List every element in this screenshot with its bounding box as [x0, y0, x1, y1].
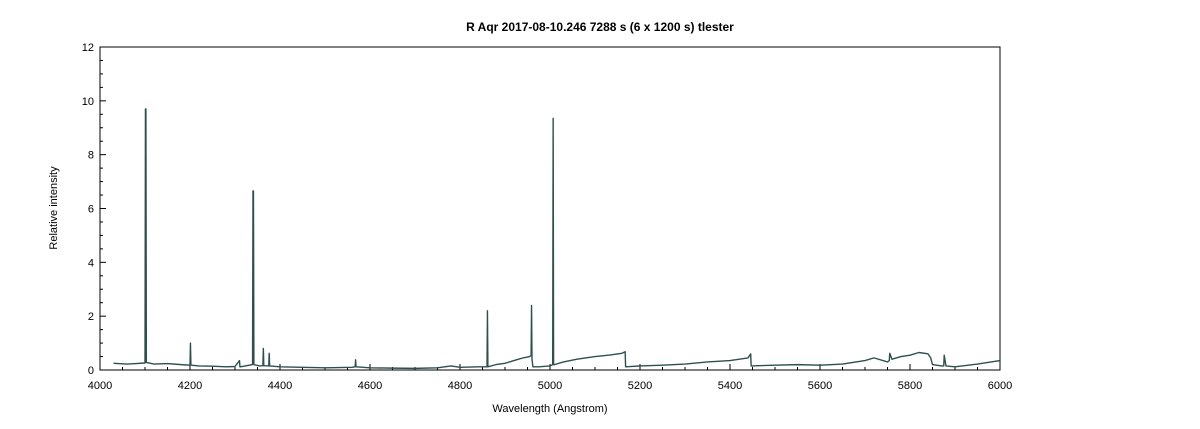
spectrum-line: [113, 108, 1001, 370]
y-axis: 0 2 4 6 8 10 12: [82, 42, 106, 377]
x-tick-label: 4200: [178, 380, 202, 392]
y-tick-label: 6: [88, 204, 94, 216]
x-tick-label: 5400: [718, 380, 742, 392]
x-tick-label: 4400: [268, 380, 292, 392]
x-tick-label: 5800: [898, 380, 922, 392]
series-group: [113, 108, 1001, 370]
y-tick-label: 12: [82, 42, 94, 54]
x-tick-label: 4000: [88, 380, 112, 392]
y-axis-label: Relative intensity: [48, 166, 60, 250]
y-tick-label: 4: [88, 257, 94, 269]
plot-frame: [99, 46, 1001, 371]
chart-title: R Aqr 2017-08-10.246 7288 s (6 x 1200 s)…: [466, 20, 734, 34]
y-tick-label: 8: [88, 150, 94, 162]
x-tick-label: 5200: [628, 380, 652, 392]
y-tick-label: 2: [88, 311, 94, 323]
x-axis: 4000 4200 4400 4600 4800 5000 5200 5400 5600 5800…: [88, 364, 1012, 392]
x-tick-label: 4600: [358, 380, 382, 392]
x-tick-label: 6000: [988, 380, 1012, 392]
x-tick-label: 5600: [808, 380, 832, 392]
x-tick-label: 4800: [448, 380, 472, 392]
y-tick-label: 10: [82, 96, 94, 108]
x-tick-label: 5000: [538, 380, 562, 392]
y-tick-label: 0: [88, 365, 94, 377]
x-axis-label: Wavelength (Angstrom): [492, 403, 607, 415]
